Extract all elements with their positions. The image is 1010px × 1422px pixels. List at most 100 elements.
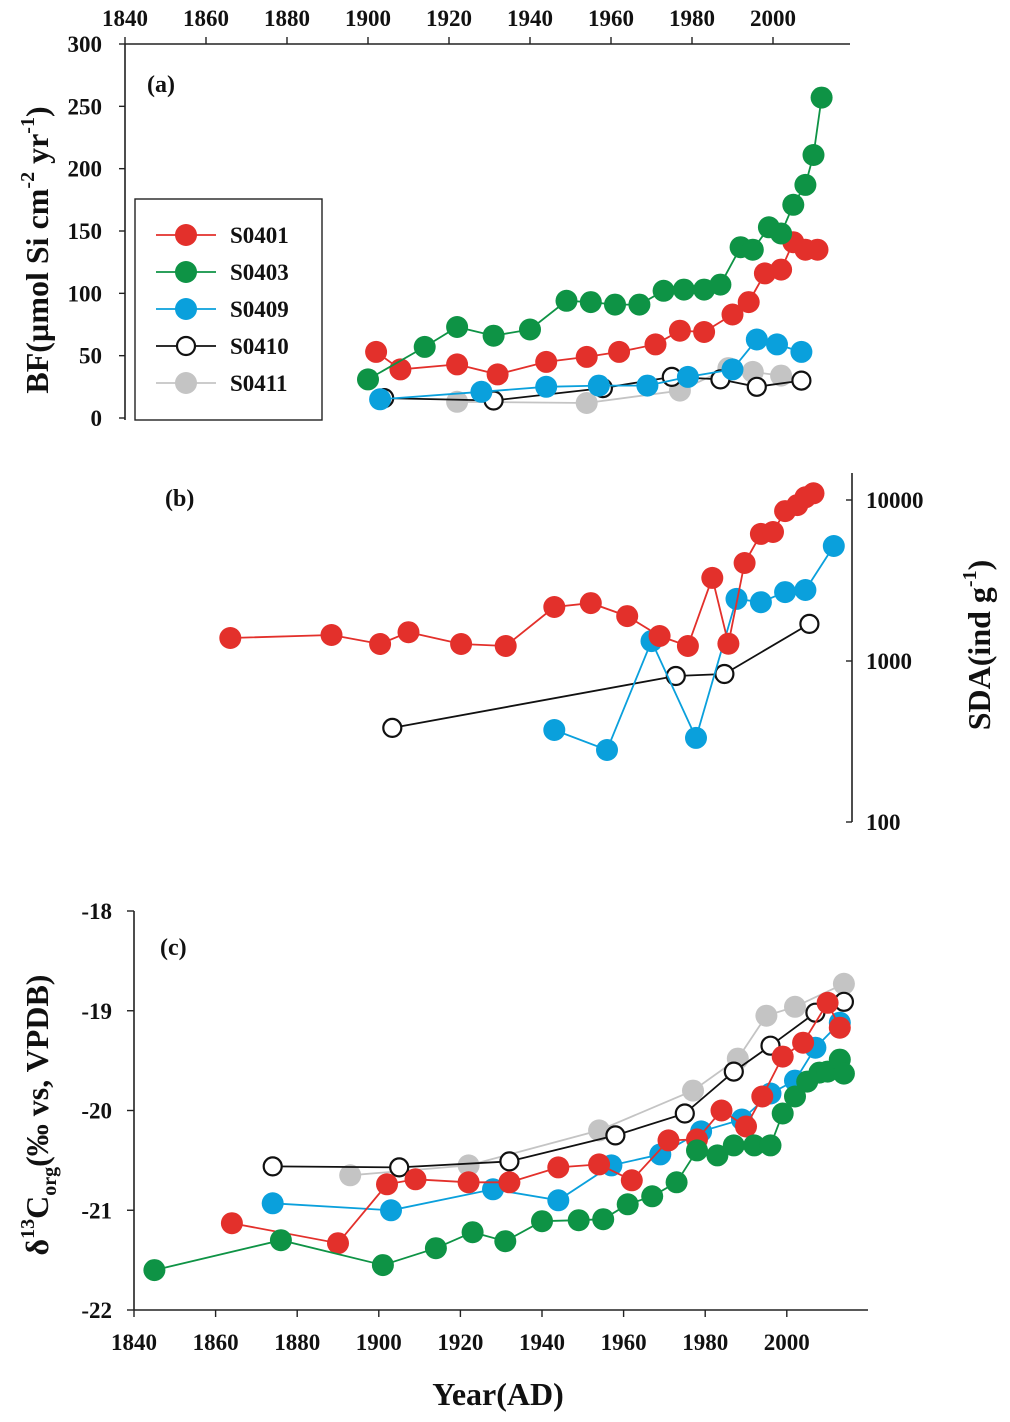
- data-point: [587, 374, 610, 397]
- data-point: [616, 605, 639, 628]
- data-point: [674, 1103, 695, 1124]
- data-point: [457, 1171, 480, 1194]
- series-s0403: [357, 86, 833, 391]
- data-point: [376, 1173, 398, 1196]
- legend-label: S0409: [230, 297, 289, 322]
- y-tick-label: 0: [91, 406, 103, 431]
- y-tick-label: 10000: [866, 488, 924, 513]
- data-point: [588, 1119, 611, 1142]
- legend-entry-s0411: S0411: [156, 371, 288, 396]
- legend: S0401 S0403 S0409 S0410 S0411: [134, 198, 323, 421]
- x-tick-label: 1840: [111, 1330, 157, 1355]
- series-s0409: [369, 328, 813, 411]
- x-tick-label: 1860: [193, 1330, 239, 1355]
- data-point: [357, 368, 379, 391]
- data-point: [741, 238, 764, 261]
- data-point: [790, 340, 813, 363]
- legend-entry-s0409: S0409: [156, 297, 289, 322]
- data-point: [380, 1199, 402, 1222]
- data-point: [799, 613, 820, 635]
- data-point: [717, 632, 740, 655]
- series-s0410: [382, 613, 820, 739]
- data-point: [832, 972, 855, 995]
- data-point: [424, 1237, 447, 1260]
- data-point: [339, 1164, 362, 1187]
- panel-b-y-ticks: 100 1000 10000: [846, 488, 924, 835]
- data-point: [686, 1139, 708, 1162]
- y-tick-label: -20: [81, 1099, 112, 1124]
- panel-b-label: (b): [165, 486, 194, 512]
- data-point: [450, 633, 473, 655]
- x-tick-label: 1940: [507, 6, 553, 31]
- data-point: [792, 1031, 815, 1054]
- panel-c-y-axis-title: δ13Corg(‰ vs, VPDB): [17, 975, 61, 1256]
- x-tick-label: 1880: [274, 1330, 320, 1355]
- panel-a: 1840 1860 1880 1900 1920 1940 1960 1980 2000 0 50…: [17, 6, 850, 431]
- legend-marker: [175, 372, 197, 394]
- series-s0401: [220, 991, 851, 1255]
- legend-marker: [175, 298, 197, 320]
- y-tick-label: 100: [866, 810, 901, 835]
- y-tick-label: -18: [81, 899, 112, 924]
- x-tick-label: 1920: [437, 1330, 483, 1355]
- x-tick-label: 1880: [264, 6, 310, 31]
- data-point: [771, 1102, 794, 1125]
- legend-label: S0410: [230, 334, 289, 359]
- data-point: [365, 340, 388, 363]
- legend-entry-s0403: S0403: [156, 260, 289, 285]
- data-point: [771, 1045, 794, 1068]
- data-point: [782, 193, 805, 216]
- data-point: [567, 1209, 590, 1232]
- legend-label: S0403: [230, 260, 289, 285]
- data-point: [519, 318, 541, 341]
- y-tick-label: 300: [68, 32, 103, 57]
- data-point: [628, 293, 651, 316]
- data-point: [743, 1134, 766, 1157]
- legend-entry-s0410: S0410: [156, 334, 289, 359]
- legend-marker: [175, 335, 197, 357]
- panel-c-x-axis-title: Year(AD): [432, 1376, 564, 1412]
- panel-c-x-ticks: 1840 1860 1880 1900 1920 1940 1960 1980 2000: [111, 1310, 810, 1355]
- data-point: [219, 627, 242, 649]
- x-tick-label: 1960: [601, 1330, 647, 1355]
- data-point: [693, 321, 716, 343]
- data-point: [531, 1210, 553, 1233]
- data-point: [404, 1168, 427, 1191]
- panel-b-series: [219, 482, 845, 761]
- data-point: [327, 1232, 349, 1255]
- data-point: [755, 1004, 778, 1027]
- data-point: [652, 279, 675, 302]
- data-point: [498, 1171, 521, 1194]
- x-tick-label: 1900: [356, 1330, 402, 1355]
- data-point: [714, 663, 735, 685]
- data-point: [644, 333, 667, 356]
- legend-label: S0411: [230, 371, 288, 396]
- data-point: [810, 86, 833, 109]
- data-point: [547, 1156, 570, 1179]
- data-point: [794, 579, 817, 601]
- x-tick-label: 1900: [345, 6, 391, 31]
- y-tick-label: 50: [79, 344, 102, 369]
- data-point: [665, 1171, 688, 1194]
- data-point: [762, 521, 784, 543]
- series-s0403: [143, 1048, 855, 1282]
- data-point: [535, 350, 558, 373]
- series-s0401: [365, 231, 829, 386]
- data-point: [604, 293, 626, 316]
- legend-marker: [175, 224, 197, 246]
- data-point: [682, 1079, 704, 1102]
- y-tick-label: 200: [68, 157, 103, 182]
- data-point: [794, 173, 817, 196]
- legend-entry-s0401: S0401: [156, 223, 289, 248]
- y-tick-label: -19: [81, 999, 112, 1024]
- panel-b: 100 1000 10000 (b) SDA(ind g-1): [165, 473, 997, 835]
- data-point: [579, 592, 602, 615]
- data-point: [575, 392, 598, 414]
- data-point: [706, 1144, 729, 1167]
- data-point: [791, 370, 812, 391]
- data-point: [802, 482, 825, 505]
- panel-a-label: (a): [147, 72, 175, 98]
- y-tick-label: 150: [68, 219, 103, 244]
- data-point: [657, 1129, 680, 1152]
